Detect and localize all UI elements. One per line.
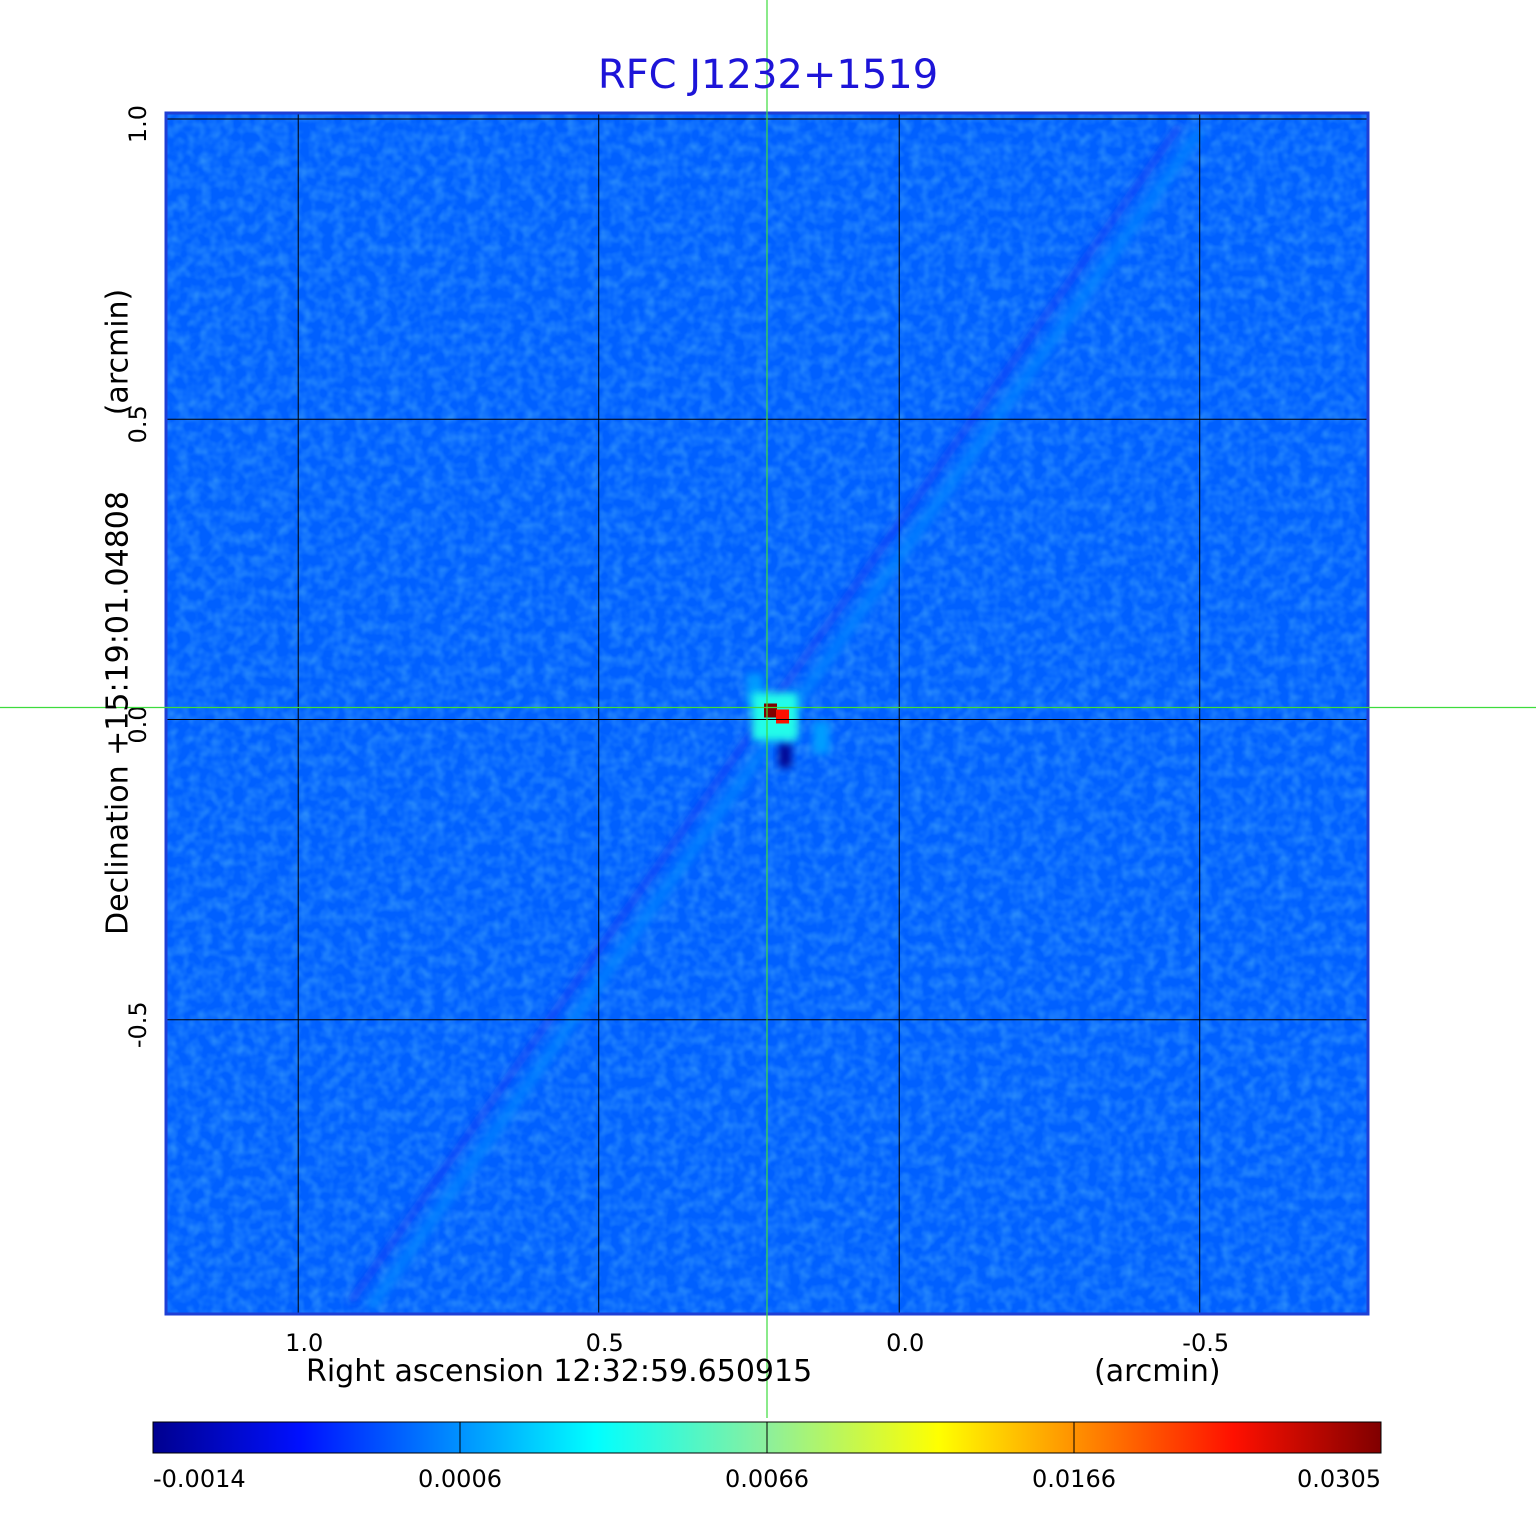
y-tick-label: 0.0 xyxy=(124,705,152,743)
colorbar-tick-label: 0.0006 xyxy=(418,1465,502,1493)
x-tick-label: 1.0 xyxy=(285,1329,323,1357)
core-pixel xyxy=(764,703,778,718)
y-tick-label: 0.5 xyxy=(124,405,152,443)
x-axis-label: Right ascension 12:32:59.650915 xyxy=(306,1354,813,1389)
chart-title: RFC J1232+1519 xyxy=(597,52,939,98)
colorbar-tick-label: 0.0166 xyxy=(1032,1465,1116,1493)
x-tick-label: 0.0 xyxy=(886,1329,924,1357)
tick-labels: 1.0 0.5 0.0 -0.5 1.0 0.5 0.0 -0.5 xyxy=(124,105,1229,1357)
colorbar-tick-label: 0.0066 xyxy=(725,1465,809,1493)
x-tick-label: -0.5 xyxy=(1182,1329,1229,1357)
x-tick-label: 0.5 xyxy=(586,1329,624,1357)
y-axis-label: Declination +15:19:01.04808 xyxy=(100,491,136,935)
negative-pixel xyxy=(779,743,792,768)
x-axis-unit: (arcmin) xyxy=(1094,1354,1221,1389)
colorbar: -0.0014 0.0006 0.0066 0.0166 0.0305 xyxy=(152,1421,1382,1493)
core-pixel xyxy=(776,709,790,724)
y-axis-unit: (arcmin) xyxy=(100,288,136,416)
colorbar-tick-label: -0.0014 xyxy=(153,1465,246,1493)
emission-knot xyxy=(813,721,830,754)
y-tick-label: 1.0 xyxy=(124,105,152,143)
crosshair xyxy=(0,0,1536,1418)
colorbar-tick-label: 0.0305 xyxy=(1297,1465,1381,1493)
y-tick-label: -0.5 xyxy=(124,1001,152,1048)
